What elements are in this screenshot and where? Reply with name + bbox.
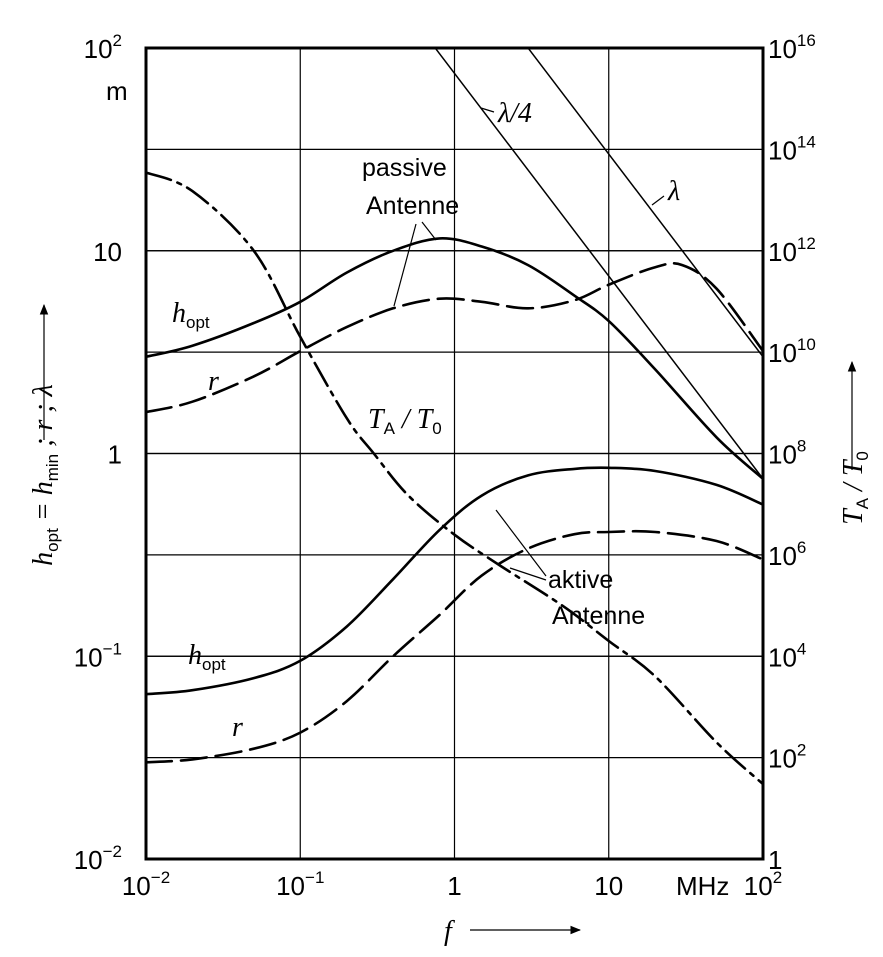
svg-text:hopt = hmin ; r ; λ: hopt = hmin ; r ; λ (28, 384, 62, 566)
y-right-axis-label: TA / T0 (838, 451, 872, 525)
series-r-active (146, 529, 763, 764)
y-right-tick-label-5: 106 (768, 538, 806, 571)
label-r-passive: r (208, 366, 219, 397)
leader-lambda (651, 195, 665, 206)
y-right-tick-label-2: 1012 (768, 234, 816, 267)
y-right-tick-label-8: 1 (768, 845, 782, 875)
y-left-unit: m (106, 76, 128, 106)
y-right-tick-label-7: 102 (768, 741, 806, 774)
label-ta-t0: TA / T0 (368, 404, 442, 438)
x-tick-label-2: 1 (447, 871, 461, 901)
svg-text:TA / T0: TA / T0 (838, 451, 872, 525)
label-aktive-line2: Antenne (552, 602, 645, 630)
plot-frame (144, 46, 765, 861)
y-right-tick-label-4: 108 (768, 437, 806, 470)
y-right-tick-label-6: 104 (768, 639, 806, 672)
label-passive-line1: passive (362, 154, 447, 182)
x-tick-label-1: 10−1 (276, 868, 324, 901)
y-left-tick-label-0: 102 (84, 31, 122, 64)
leader-passive-1 (421, 221, 437, 241)
x-axis-label: f (444, 916, 455, 947)
y-left-tick-label-2: 1 (108, 440, 122, 470)
series-r-passive (146, 262, 763, 414)
curves (146, 48, 763, 786)
label-lambda: λ (667, 176, 680, 207)
series-lambda4 (434, 48, 763, 480)
label-r-active: r (232, 712, 243, 743)
x-tick-label-3: 10 (594, 871, 623, 901)
leader-lambda-quarter (480, 107, 495, 113)
series-TA-T0 (146, 171, 763, 786)
x-tick-label-4: 102 (744, 868, 782, 901)
series-hopt-active (146, 466, 763, 696)
y-left-tick-label-3: 10−1 (74, 639, 122, 672)
tick-labels: 10−2 10−1 1 10 102 102 10 1 10−1 10−2 1016 1014 1012… (74, 31, 816, 901)
y-left-tick-label-1: 10 (93, 237, 122, 267)
x-tick-label-0: 10−2 (122, 868, 170, 901)
label-aktive-line1: aktive (548, 566, 613, 594)
y-right-tick-label-1: 1014 (768, 132, 816, 165)
leader-aktive-2 (509, 567, 547, 581)
label-passive-line2: Antenne (366, 192, 459, 220)
y-right-tick-label-0: 1016 (768, 31, 816, 64)
leader-passive-2 (393, 223, 417, 307)
label-hopt-passive: hopt (172, 298, 210, 332)
label-hopt-active: hopt (188, 640, 226, 674)
y-left-axis-label: hopt = hmin ; r ; λ (28, 384, 62, 566)
x-unit: MHz (676, 871, 729, 901)
label-lambda-quarter: λ/4 (497, 98, 532, 129)
leader-aktive-1 (495, 509, 547, 577)
series-hopt-passive (146, 237, 763, 481)
y-left-tick-label-4: 10−2 (74, 842, 122, 875)
y-right-tick-label-3: 1010 (768, 335, 816, 368)
